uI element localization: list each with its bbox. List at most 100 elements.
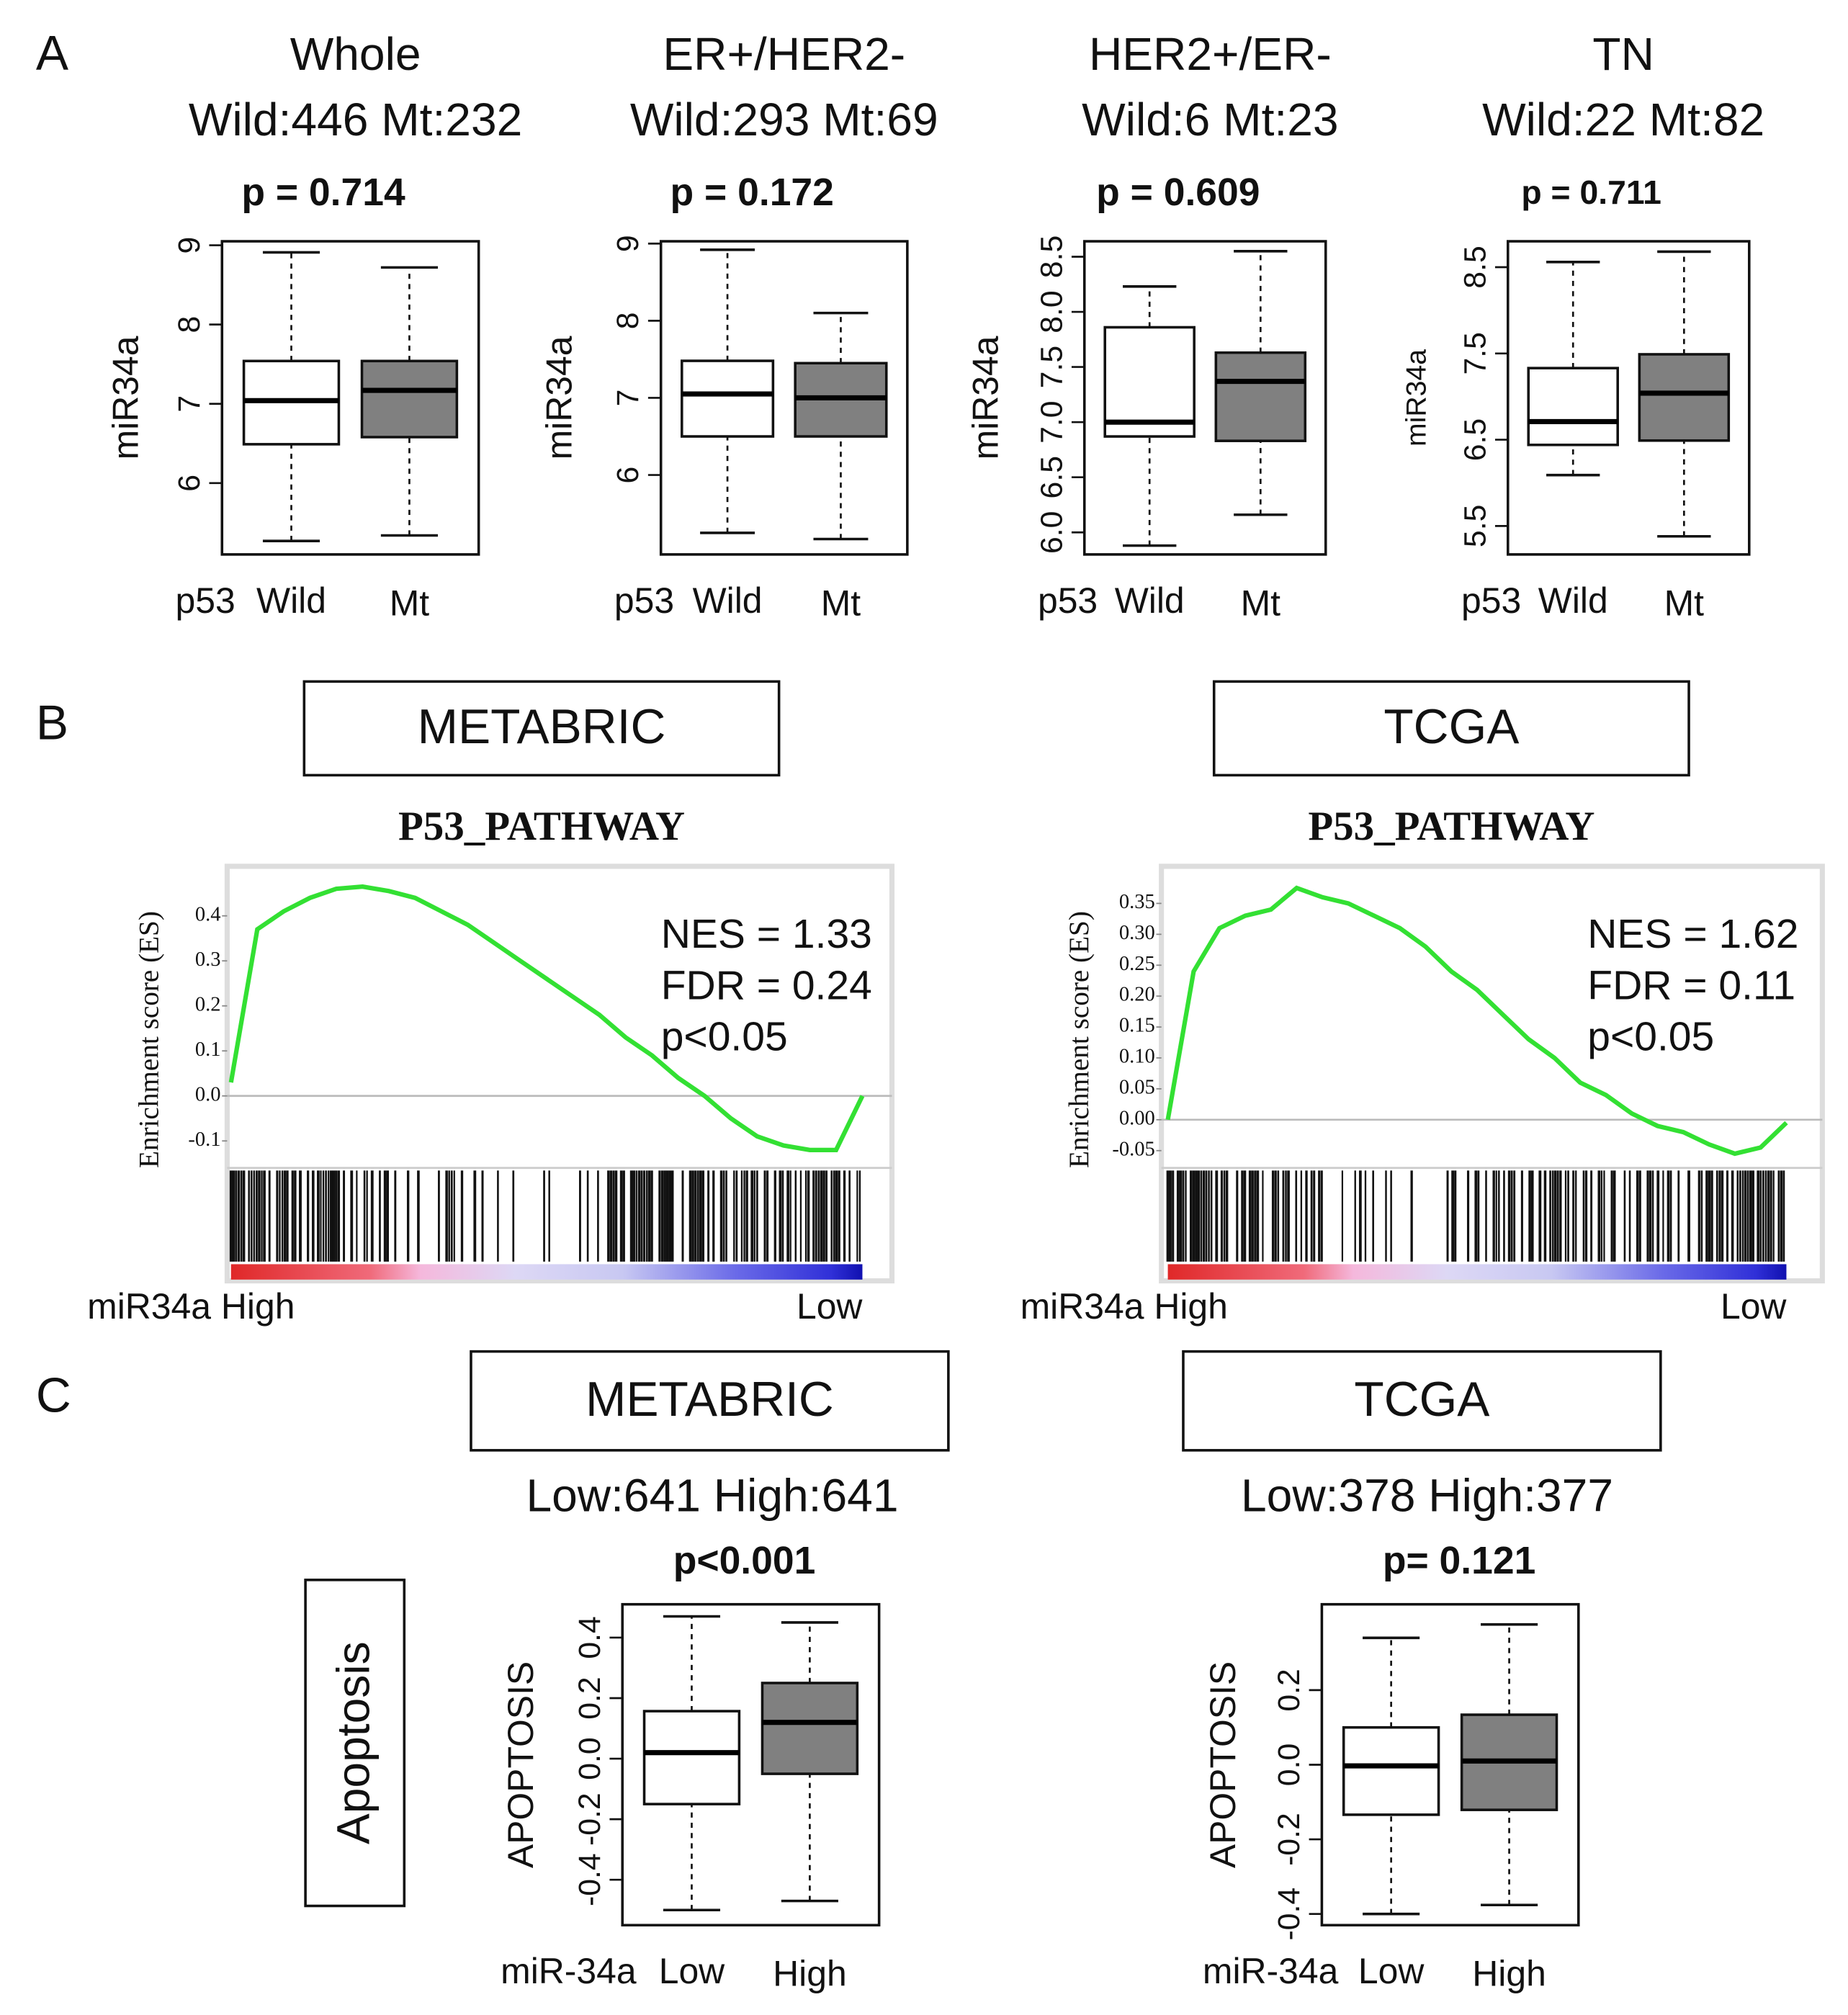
- x-tick-label: Low: [1358, 1951, 1425, 1991]
- chart-subtitle: Low:641 High:641: [526, 1470, 898, 1522]
- enrichment-curve: [228, 884, 865, 1152]
- y-tick-label: 0.0: [195, 1083, 221, 1105]
- box: [761, 1682, 859, 1775]
- y-tick-label: 0.30: [1119, 922, 1155, 944]
- x-tick-label: High: [773, 1954, 847, 1994]
- chart-subtitle: Wild:6 Mt:23: [1082, 94, 1338, 145]
- y-tick-label: 0.20: [1119, 984, 1155, 1006]
- annotation: NES = 1.33: [661, 911, 872, 957]
- dataset-label: TCGA: [1383, 700, 1520, 754]
- y-axis-label: miR34a: [1401, 349, 1432, 446]
- chart-title: HER2+/ER-: [1089, 28, 1332, 80]
- p-value: p= 0.121: [1383, 1540, 1535, 1582]
- y-tick-label: 0.00: [1119, 1107, 1155, 1129]
- y-tick-label: -0.4: [1272, 1888, 1306, 1941]
- chart-title: P53_PATHWAY: [398, 804, 685, 849]
- x-axis-label: p53: [614, 580, 674, 621]
- x-axis-label: p53: [1038, 580, 1098, 621]
- chart-title: ER+/HER2-: [663, 28, 905, 80]
- x-label-low: Low: [1721, 1286, 1787, 1327]
- x-tick-label: High: [1472, 1954, 1546, 1994]
- y-tick-label: 0.15: [1119, 1015, 1155, 1037]
- x-axis-label: p53: [176, 580, 236, 621]
- x-tick-label: Mt: [821, 583, 861, 623]
- y-axis-label: Enrichment score (ES): [1064, 911, 1095, 1168]
- y-tick-label: 7.5: [1034, 346, 1069, 388]
- y-axis-label: miR34a: [539, 336, 580, 459]
- p-value: p = 0.172: [670, 171, 834, 214]
- plot-frame: [220, 240, 480, 556]
- y-tick-label: -0.1: [188, 1128, 220, 1151]
- plot-frame: [1082, 240, 1327, 556]
- rank-heat-bar: [230, 1264, 863, 1280]
- y-tick-label: 0.2: [573, 1677, 607, 1719]
- chart-subtitle: Low:378 High:377: [1241, 1470, 1613, 1522]
- y-tick-label: 8.0: [1034, 290, 1069, 333]
- chart-title: Whole: [290, 28, 421, 80]
- y-tick-label: 0.2: [195, 993, 221, 1015]
- y-tick-label: 6: [611, 467, 645, 484]
- dataset-box: [1212, 680, 1690, 777]
- y-tick-label: 0.4: [195, 903, 221, 925]
- dataset-box: [470, 1350, 950, 1452]
- x-tick-label: Low: [659, 1951, 725, 1991]
- box: [1214, 351, 1307, 442]
- y-tick-label: 8: [611, 312, 645, 329]
- plot-frame: [1507, 240, 1751, 556]
- dataset-label: TCGA: [1354, 1373, 1490, 1427]
- y-tick-label: 0.05: [1119, 1076, 1155, 1098]
- dataset-box: [302, 680, 781, 777]
- x-tick-label: Wild: [693, 580, 763, 621]
- y-tick-label: 7.5: [1458, 332, 1492, 374]
- y-tick-label: -0.2: [1272, 1813, 1306, 1866]
- y-tick-label: 6.5: [1458, 418, 1492, 461]
- x-axis-label: miR-34a: [1203, 1951, 1339, 1991]
- chart-title: P53_PATHWAY: [1308, 804, 1594, 849]
- y-tick-label: 8.5: [1458, 246, 1492, 288]
- row-label-box: [304, 1579, 406, 1908]
- y-tick-label: 6: [172, 475, 207, 492]
- y-axis-label: APOPTOSIS: [1203, 1661, 1243, 1868]
- y-tick-label: 7: [611, 390, 645, 407]
- y-axis-label: miR34a: [965, 336, 1005, 459]
- dataset-label: METABRIC: [418, 700, 666, 754]
- y-tick-label: 0.1: [195, 1038, 221, 1061]
- annotation: p<0.05: [1587, 1014, 1714, 1060]
- x-tick-label: Mt: [1664, 583, 1705, 623]
- x-tick-label: Wild: [256, 580, 326, 621]
- y-tick-label: 0.0: [573, 1737, 607, 1780]
- dataset-box: [1182, 1350, 1662, 1452]
- row-label: Apoptosis: [327, 1641, 379, 1844]
- annotation: p<0.05: [661, 1014, 788, 1060]
- rank-heat-bar: [1167, 1264, 1787, 1280]
- x-label-high: miR34a High: [87, 1286, 295, 1327]
- panel-label: B: [36, 696, 68, 750]
- y-tick-label: 9: [172, 237, 207, 254]
- y-tick-label: 0.10: [1119, 1046, 1155, 1068]
- y-tick-label: 7: [172, 395, 207, 413]
- y-tick-label: 8: [172, 316, 207, 333]
- y-tick-label: 0.4: [573, 1616, 607, 1659]
- chart-subtitle: Wild:293 Mt:69: [630, 94, 938, 145]
- annotation: FDR = 0.24: [661, 962, 872, 1008]
- y-tick-label: -0.4: [573, 1853, 607, 1906]
- y-tick-label: 6.0: [1034, 511, 1069, 554]
- y-tick-label: 0.25: [1119, 953, 1155, 975]
- y-axis-label: Enrichment score (ES): [133, 911, 164, 1168]
- y-tick-label: 0.0: [1272, 1744, 1306, 1786]
- plot-frame: [621, 1602, 881, 1927]
- box: [1342, 1725, 1440, 1816]
- annotation: NES = 1.62: [1587, 911, 1798, 957]
- plot-frame: [1159, 863, 1825, 1284]
- panel-label: A: [36, 26, 69, 80]
- annotation: FDR = 0.11: [1587, 962, 1795, 1008]
- x-tick-label: Wild: [1538, 580, 1608, 621]
- y-tick-label: -0.05: [1112, 1138, 1154, 1160]
- p-value: p = 0.609: [1096, 171, 1260, 214]
- x-label-low: Low: [797, 1286, 863, 1327]
- y-tick-label: 9: [611, 235, 645, 252]
- p-value: p = 0.711: [1521, 174, 1661, 211]
- y-axis-label: APOPTOSIS: [501, 1661, 541, 1868]
